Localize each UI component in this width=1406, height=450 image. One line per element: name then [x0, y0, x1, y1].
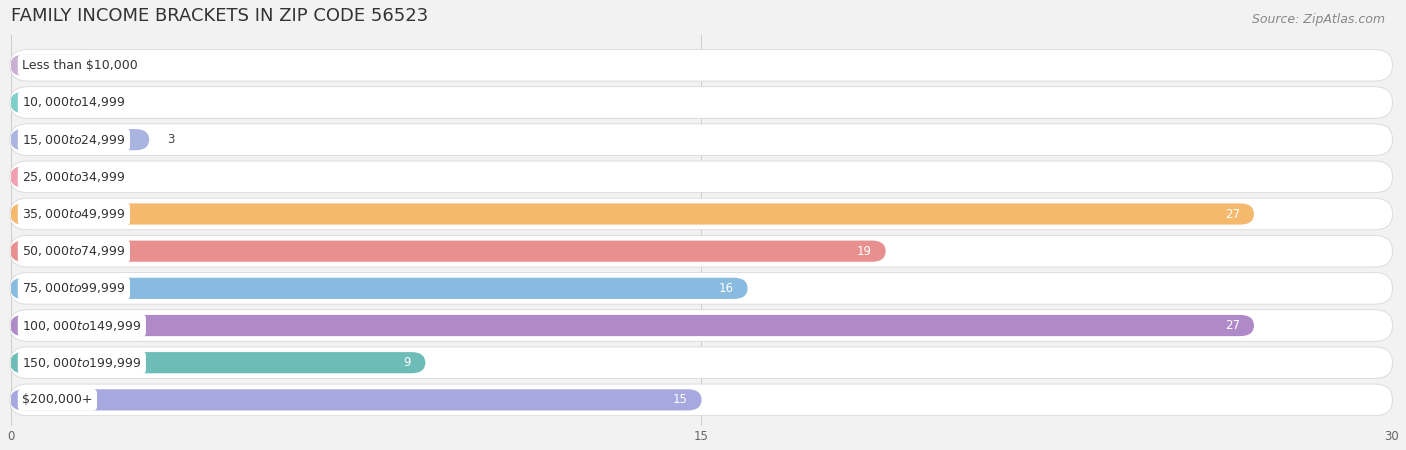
FancyBboxPatch shape: [10, 166, 94, 188]
Text: $15,000 to $24,999: $15,000 to $24,999: [22, 133, 125, 147]
FancyBboxPatch shape: [10, 92, 58, 113]
Text: 0: 0: [107, 171, 115, 183]
FancyBboxPatch shape: [10, 87, 1392, 118]
Text: $10,000 to $14,999: $10,000 to $14,999: [22, 95, 125, 109]
Text: Less than $10,000: Less than $10,000: [22, 59, 138, 72]
Text: 15: 15: [672, 393, 688, 406]
Text: 27: 27: [1225, 319, 1240, 332]
Text: 3: 3: [167, 133, 174, 146]
FancyBboxPatch shape: [10, 129, 149, 150]
Text: 19: 19: [856, 245, 872, 258]
Text: $100,000 to $149,999: $100,000 to $149,999: [22, 319, 142, 333]
FancyBboxPatch shape: [10, 235, 1392, 267]
Text: Source: ZipAtlas.com: Source: ZipAtlas.com: [1251, 14, 1385, 27]
Text: 27: 27: [1225, 207, 1240, 220]
FancyBboxPatch shape: [10, 315, 1254, 336]
Text: $50,000 to $74,999: $50,000 to $74,999: [22, 244, 125, 258]
Text: $25,000 to $34,999: $25,000 to $34,999: [22, 170, 125, 184]
FancyBboxPatch shape: [10, 203, 1254, 225]
FancyBboxPatch shape: [10, 347, 1392, 378]
FancyBboxPatch shape: [10, 352, 426, 374]
Text: 9: 9: [404, 356, 411, 369]
FancyBboxPatch shape: [10, 198, 1392, 230]
FancyBboxPatch shape: [10, 55, 94, 76]
FancyBboxPatch shape: [10, 241, 886, 262]
FancyBboxPatch shape: [10, 389, 702, 410]
FancyBboxPatch shape: [10, 310, 1392, 341]
Text: FAMILY INCOME BRACKETS IN ZIP CODE 56523: FAMILY INCOME BRACKETS IN ZIP CODE 56523: [11, 7, 427, 25]
FancyBboxPatch shape: [10, 50, 1392, 81]
FancyBboxPatch shape: [10, 161, 1392, 193]
Text: $150,000 to $199,999: $150,000 to $199,999: [22, 356, 142, 370]
Text: $35,000 to $49,999: $35,000 to $49,999: [22, 207, 125, 221]
Text: 1: 1: [75, 96, 83, 109]
FancyBboxPatch shape: [10, 384, 1392, 416]
Text: $75,000 to $99,999: $75,000 to $99,999: [22, 281, 125, 295]
FancyBboxPatch shape: [10, 124, 1392, 155]
Text: $200,000+: $200,000+: [22, 393, 93, 406]
FancyBboxPatch shape: [10, 278, 748, 299]
Text: 0: 0: [107, 59, 115, 72]
Text: 16: 16: [718, 282, 734, 295]
FancyBboxPatch shape: [10, 273, 1392, 304]
